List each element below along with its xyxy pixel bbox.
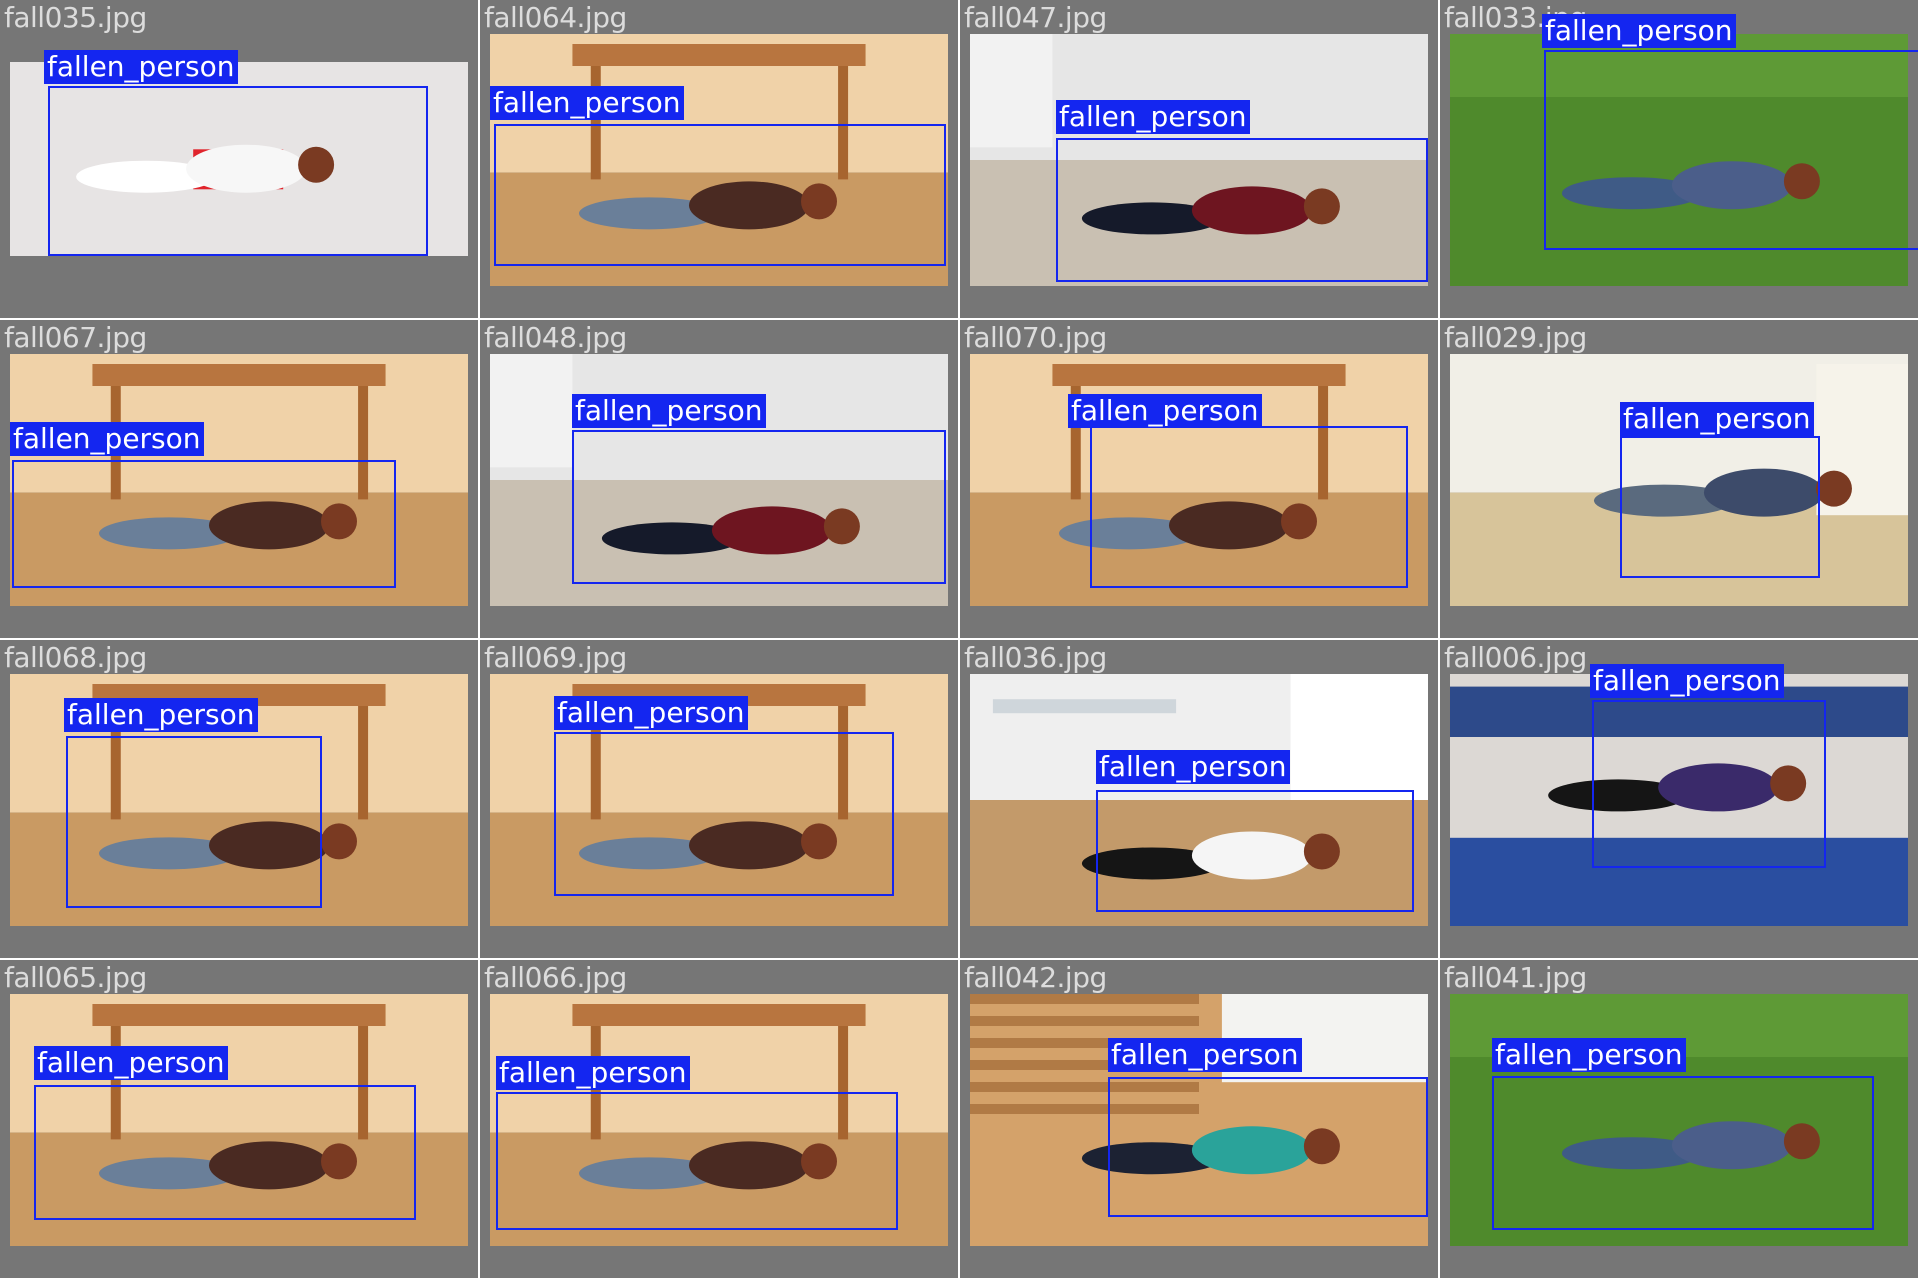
tile-filename: fall066.jpg — [484, 961, 627, 994]
detection-bounding-box — [1056, 138, 1428, 282]
detection-bounding-box — [496, 1092, 898, 1230]
detection-class-label: fallen_person — [1492, 1038, 1686, 1072]
tile-filename: fall029.jpg — [1444, 321, 1587, 354]
detection-class-label: fallen_person — [1542, 14, 1736, 48]
detection-bounding-box — [1592, 700, 1826, 868]
detection-bounding-box — [1096, 790, 1414, 912]
detection-tile: fall070.jpg fallen_person — [960, 320, 1438, 638]
detection-class-label: fallen_person — [1096, 750, 1290, 784]
detection-tile: fall029.jpg fallen_person — [1440, 320, 1918, 638]
photo-scene — [1450, 994, 1908, 1246]
detection-tile: fall006.jpg fallen_person — [1440, 640, 1918, 958]
tile-photo — [490, 34, 948, 286]
detection-class-label: fallen_person — [34, 1046, 228, 1080]
detection-tile: fall048.jpg fallen_person — [480, 320, 958, 638]
detection-class-label: fallen_person — [1068, 394, 1262, 428]
detection-bounding-box — [554, 732, 894, 896]
tile-filename: fall041.jpg — [1444, 961, 1587, 994]
detection-bounding-box — [66, 736, 322, 908]
detection-tile: fall047.jpg fallen_person — [960, 0, 1438, 318]
tile-filename: fall042.jpg — [964, 961, 1107, 994]
tile-photo — [10, 62, 468, 256]
detection-tile: fall067.jpg fallen_person — [0, 320, 478, 638]
detection-bounding-box — [1108, 1077, 1428, 1217]
detection-bounding-box — [1090, 426, 1408, 588]
detection-bounding-box — [12, 460, 396, 588]
detection-bounding-box — [34, 1085, 416, 1220]
detection-class-label: fallen_person — [1056, 100, 1250, 134]
detection-tile: fall041.jpg fallen_person — [1440, 960, 1918, 1278]
photo-scene — [970, 674, 1428, 926]
tile-filename: fall036.jpg — [964, 641, 1107, 674]
detection-bounding-box — [494, 124, 946, 266]
tile-filename: fall035.jpg — [4, 1, 147, 34]
detection-class-label: fallen_person — [554, 696, 748, 730]
photo-scene — [490, 354, 948, 606]
tile-filename: fall068.jpg — [4, 641, 147, 674]
detection-class-label: fallen_person — [572, 394, 766, 428]
tile-filename: fall069.jpg — [484, 641, 627, 674]
photo-scene — [10, 62, 468, 256]
detection-class-label: fallen_person — [496, 1056, 690, 1090]
detection-tile: fall033.jpg fallen_person — [1440, 0, 1918, 318]
tile-photo — [970, 674, 1428, 926]
detection-class-label: fallen_person — [1108, 1038, 1302, 1072]
tile-photo — [1450, 34, 1908, 286]
photo-scene — [1450, 34, 1908, 286]
tile-filename: fall070.jpg — [964, 321, 1107, 354]
photo-scene — [1450, 674, 1908, 926]
detection-class-label: fallen_person — [1620, 402, 1814, 436]
detection-tile: fall068.jpg fallen_person — [0, 640, 478, 958]
tile-filename: fall006.jpg — [1444, 641, 1587, 674]
detection-class-label: fallen_person — [1590, 664, 1784, 698]
tile-photo — [1450, 674, 1908, 926]
detection-tile: fall066.jpg fallen_person — [480, 960, 958, 1278]
detection-tile: fall065.jpg fallen_person — [0, 960, 478, 1278]
detection-bounding-box — [48, 86, 428, 256]
detection-tile: fall042.jpg fallen_person — [960, 960, 1438, 1278]
tile-filename: fall047.jpg — [964, 1, 1107, 34]
tile-photo — [490, 994, 948, 1246]
detection-bounding-box — [1492, 1076, 1874, 1230]
detection-tile: fall064.jpg fallen_person — [480, 0, 958, 318]
detection-class-label: fallen_person — [44, 50, 238, 84]
tile-filename: fall064.jpg — [484, 1, 627, 34]
detection-tile: fall069.jpg fallen_person — [480, 640, 958, 958]
detection-bounding-box — [572, 430, 946, 584]
tile-photo — [1450, 994, 1908, 1246]
detection-class-label: fallen_person — [10, 422, 204, 456]
tile-photo — [490, 354, 948, 606]
detection-class-label: fallen_person — [64, 698, 258, 732]
photo-scene — [490, 994, 948, 1246]
photo-scene — [490, 34, 948, 286]
tile-filename: fall048.jpg — [484, 321, 627, 354]
tile-filename: fall065.jpg — [4, 961, 147, 994]
detection-tile: fall036.jpg fallen_person — [960, 640, 1438, 958]
detection-bounding-box — [1544, 50, 1918, 250]
detection-bounding-box — [1620, 436, 1820, 578]
detection-tile: fall035.jpg fallen_person — [0, 0, 478, 318]
tile-filename: fall067.jpg — [4, 321, 147, 354]
detection-class-label: fallen_person — [490, 86, 684, 120]
